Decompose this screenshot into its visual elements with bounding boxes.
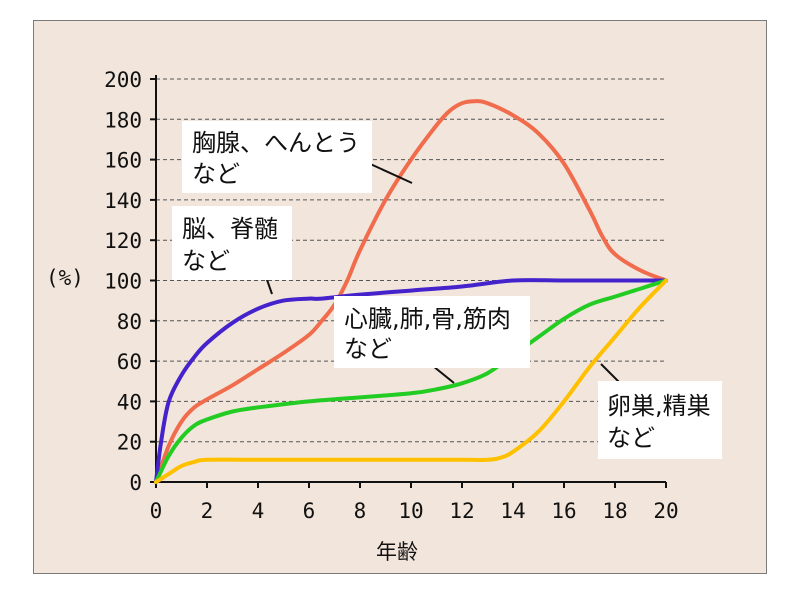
y-axis-unit-label: (%) bbox=[46, 266, 84, 290]
callout-text: など bbox=[344, 335, 392, 363]
y-tick-label: 200 bbox=[104, 68, 142, 92]
x-tick-label: 8 bbox=[354, 499, 367, 523]
callout-text: 卵巣,精巣 bbox=[607, 392, 711, 420]
series-lines bbox=[154, 99, 668, 484]
callout-text: 胸腺、へんとう bbox=[192, 129, 360, 157]
brain-spinal-cord-series-line bbox=[154, 278, 668, 484]
x-tick-label: 12 bbox=[449, 499, 474, 523]
y-tick-label: 20 bbox=[117, 431, 142, 455]
callout-text: など bbox=[607, 424, 655, 452]
chart-frame: 0 20 40 60 80 100 120 140 160 180 200 0 2 4 6 8 10 12 14 1… bbox=[33, 20, 767, 574]
x-tick-label: 0 bbox=[150, 499, 163, 523]
heart-lung-bone-muscle-series-line bbox=[154, 278, 668, 484]
y-tick-label: 120 bbox=[104, 229, 142, 253]
x-tick-label: 10 bbox=[398, 499, 423, 523]
ovary-testis-series-line bbox=[154, 278, 668, 484]
callout-box bbox=[334, 296, 530, 368]
y-tick-label: 0 bbox=[129, 471, 142, 495]
x-tick-label: 18 bbox=[602, 499, 627, 523]
leader-line bbox=[365, 161, 413, 184]
callout-text: 心臓,肺,骨,筋肉 bbox=[344, 305, 511, 333]
callout-box bbox=[172, 206, 292, 280]
x-tick-label: 16 bbox=[551, 499, 576, 523]
y-tick-label: 40 bbox=[117, 390, 142, 414]
callout-box bbox=[598, 381, 722, 459]
y-tick-label: 100 bbox=[104, 270, 142, 294]
x-tick-label: 4 bbox=[252, 499, 265, 523]
y-tick-label: 140 bbox=[104, 189, 142, 213]
callout-text: など bbox=[192, 160, 240, 188]
x-tick-label: 20 bbox=[653, 499, 678, 523]
y-tick-label: 160 bbox=[104, 149, 142, 173]
thymus-tonsil-series-line bbox=[154, 99, 668, 484]
y-tick-labels: 0 20 40 60 80 100 120 140 160 180 200 bbox=[104, 68, 156, 495]
growth-curve-chart: 0 20 40 60 80 100 120 140 160 180 200 0 2 4 6 8 10 12 14 1… bbox=[46, 68, 722, 564]
callout-box bbox=[182, 121, 372, 193]
y-tick-label: 60 bbox=[117, 350, 142, 374]
x-tick-label: 2 bbox=[201, 499, 214, 523]
x-tick-label: 14 bbox=[500, 499, 525, 523]
x-tick-labels: 0 2 4 6 8 10 12 14 16 18 20 bbox=[150, 482, 679, 523]
y-tick-label: 180 bbox=[104, 108, 142, 132]
x-axis-title: 年齢 bbox=[376, 540, 418, 564]
callout-text: 脳、脊髄 bbox=[182, 215, 278, 243]
callout-text: など bbox=[182, 247, 230, 275]
y-tick-label: 80 bbox=[117, 310, 142, 334]
x-tick-label: 6 bbox=[303, 499, 316, 523]
